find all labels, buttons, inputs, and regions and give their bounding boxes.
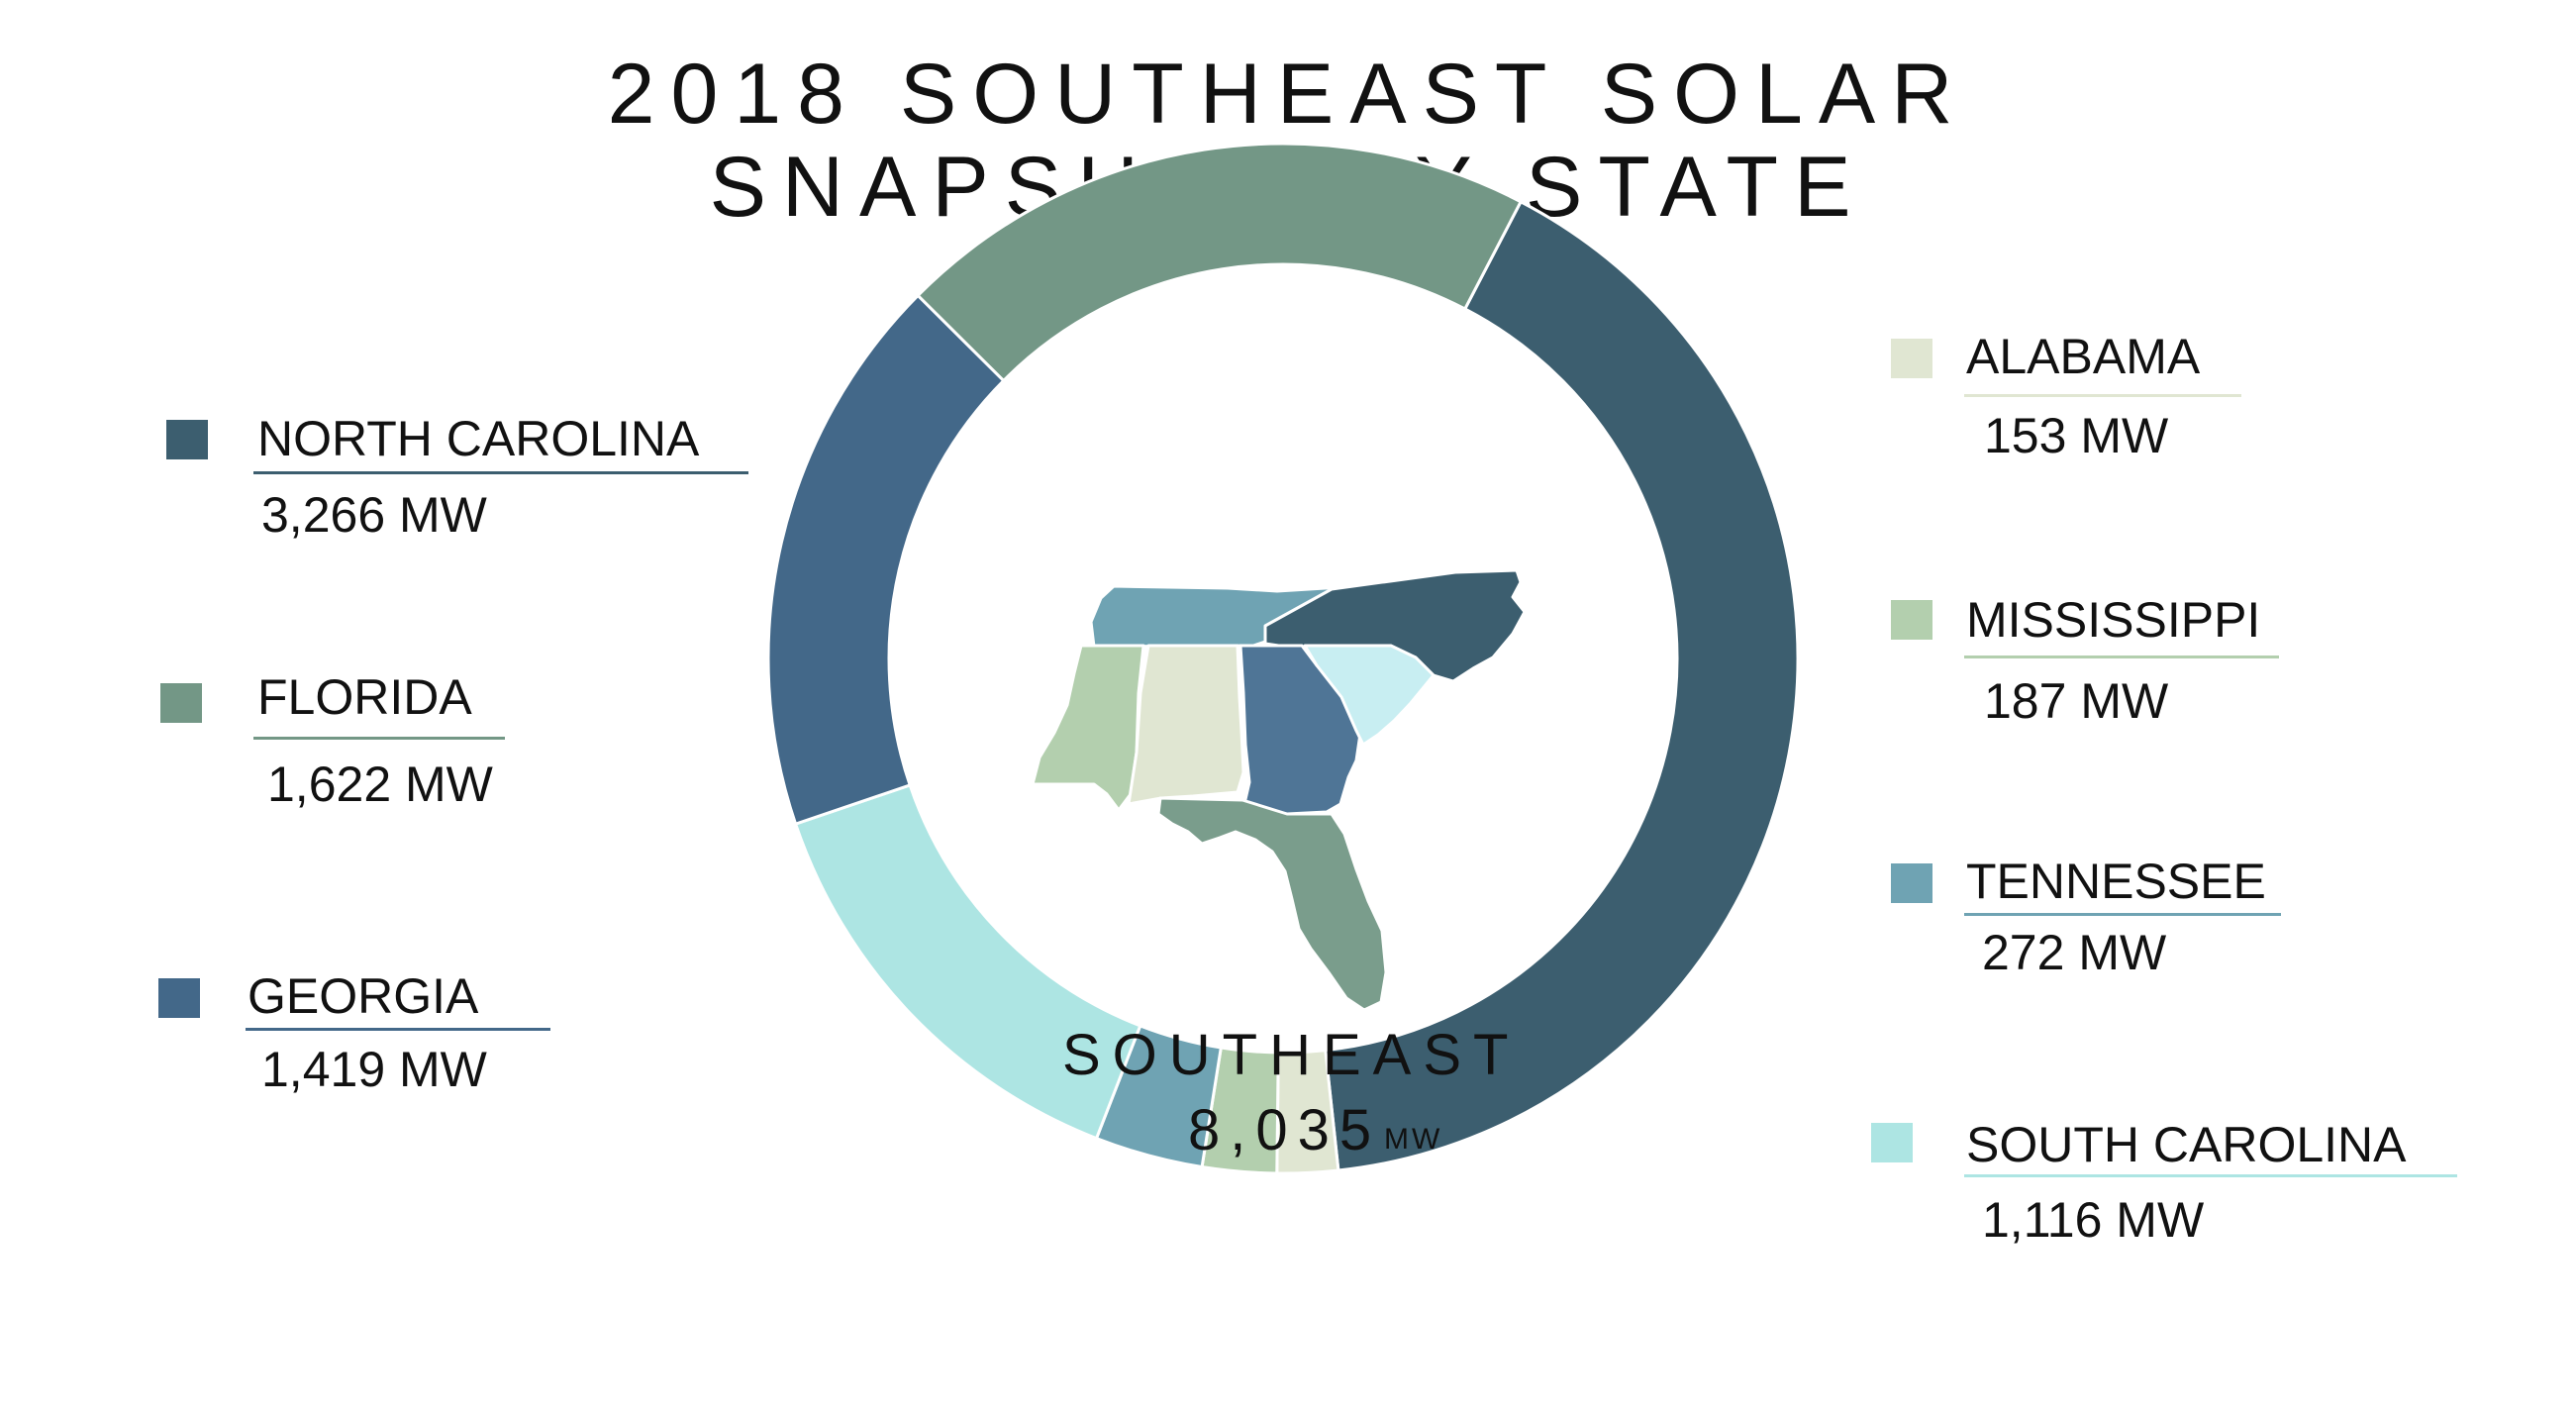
- legend-label: TENNESSEE: [1966, 854, 2266, 909]
- legend-swatch: [1891, 863, 1932, 903]
- legend-underline: [246, 1028, 550, 1031]
- legend-value: 272 MW: [1982, 925, 2167, 980]
- donut-slice-georgia: [766, 293, 1006, 827]
- legend-underline: [1964, 1174, 2457, 1177]
- center-label: SOUTHEAST: [1062, 1023, 1521, 1087]
- map-state-alabama: [1127, 644, 1245, 806]
- map-state-south-carolina: [1303, 644, 1436, 747]
- legend-underline: [1964, 394, 2241, 397]
- legend-swatch: [158, 978, 200, 1018]
- legend-label: MISSISSIPPI: [1966, 592, 2261, 648]
- legend-label: FLORIDA: [257, 669, 472, 725]
- center-total-value: 8,035: [1188, 1098, 1382, 1162]
- legend-underline: [1964, 913, 2281, 916]
- legend-swatch: [1891, 339, 1932, 378]
- legend-underline: [253, 471, 748, 474]
- legend-underline: [1964, 656, 2279, 658]
- southeast-map: [1031, 568, 1527, 1012]
- legend-value: 1,419 MW: [261, 1042, 487, 1097]
- legend-swatch: [166, 420, 208, 459]
- map-state-mississippi: [1031, 644, 1145, 812]
- legend-label: SOUTH CAROLINA: [1966, 1117, 2407, 1172]
- legend-underline: [253, 737, 505, 740]
- donut-slice-florida: [916, 142, 1524, 383]
- title-line-1: 2018 SOUTHEAST SOLAR: [607, 47, 1969, 142]
- legend-value: 3,266 MW: [261, 487, 487, 543]
- donut-slices: [766, 142, 1800, 1175]
- legend-value: 1,116 MW: [1982, 1192, 2205, 1248]
- center-total-unit: MW: [1384, 1123, 1443, 1156]
- legend-value: 153 MW: [1984, 408, 2169, 463]
- legend-value: 1,622 MW: [267, 756, 493, 812]
- legend-label: NORTH CAROLINA: [257, 411, 700, 466]
- donut-slice-north-carolina: [1324, 199, 1800, 1172]
- legend-swatch: [1871, 1123, 1913, 1162]
- legend-value: 187 MW: [1984, 673, 2169, 729]
- map-state-florida: [1156, 796, 1388, 1012]
- legend-swatch: [1891, 600, 1932, 640]
- legend-label: GEORGIA: [248, 968, 479, 1024]
- legend-label: ALABAMA: [1966, 329, 2201, 384]
- legend-swatch: [160, 683, 202, 723]
